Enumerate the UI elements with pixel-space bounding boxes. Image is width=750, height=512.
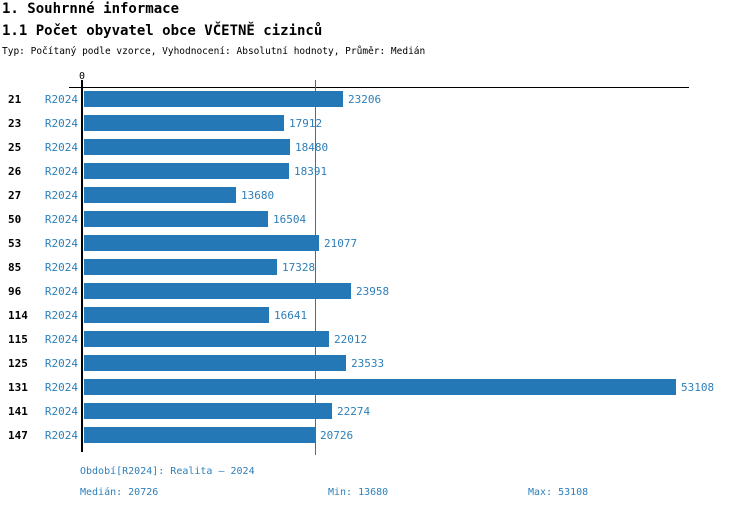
bar	[84, 211, 268, 227]
row-series-label: R2024	[44, 212, 78, 226]
x-axis-zero-tick-label: 0	[78, 71, 86, 82]
bar	[84, 235, 319, 251]
y-axis-line	[81, 80, 83, 452]
bar-row: 141 R2024 22274	[0, 399, 750, 423]
row-category-label: 85	[8, 260, 22, 274]
bar	[84, 115, 284, 131]
bar-row: 21 R2024 23206	[0, 87, 750, 111]
footer-max-label: Max: 53108	[528, 487, 589, 498]
bar-value-label: 18391	[294, 164, 328, 178]
bar-row: 50 R2024 16504	[0, 207, 750, 231]
bar-value-label: 16504	[273, 212, 307, 226]
chart-title: 1.1 Počet obyvatel obce VČETNĚ cizinců	[2, 23, 323, 39]
bar	[84, 163, 289, 179]
bar-row: 125 R2024 23533	[0, 351, 750, 375]
bar	[84, 403, 332, 419]
bar	[84, 91, 343, 107]
page-title: 1. Souhrnné informace	[2, 1, 180, 17]
bar-value-label: 53108	[681, 380, 715, 394]
row-series-label: R2024	[44, 332, 78, 346]
bar	[84, 427, 315, 443]
bar-value-label: 13680	[241, 188, 275, 202]
bar-value-label: 21077	[324, 236, 358, 250]
bar-row: 96 R2024 23958	[0, 279, 750, 303]
row-series-label: R2024	[44, 116, 78, 130]
row-category-label: 50	[8, 212, 22, 226]
row-series-label: R2024	[44, 380, 78, 394]
row-category-label: 96	[8, 284, 22, 298]
row-category-label: 27	[8, 188, 22, 202]
bar-row: 115 R2024 22012	[0, 327, 750, 351]
bar-row: 23 R2024 17912	[0, 111, 750, 135]
row-series-label: R2024	[44, 188, 78, 202]
bar-value-label: 18480	[295, 140, 329, 154]
row-category-label: 115	[8, 332, 28, 346]
bar	[84, 307, 269, 323]
x-axis-line	[69, 87, 689, 88]
bar	[84, 283, 351, 299]
bar	[84, 379, 676, 395]
chart-meta-line: Typ: Počítaný podle vzorce, Vyhodnocení:…	[2, 46, 426, 57]
row-category-label: 26	[8, 164, 22, 178]
bar-value-label: 23533	[351, 356, 385, 370]
bar-row: 85 R2024 17328	[0, 255, 750, 279]
row-category-label: 114	[8, 308, 28, 322]
row-series-label: R2024	[44, 260, 78, 274]
footer-median-label: Medián: 20726	[80, 487, 159, 498]
row-series-label: R2024	[44, 428, 78, 442]
bar	[84, 331, 329, 347]
footer-min-label: Min: 13680	[328, 487, 389, 498]
bar-value-label: 23958	[356, 284, 390, 298]
row-series-label: R2024	[44, 140, 78, 154]
bar-row: 26 R2024 18391	[0, 159, 750, 183]
median-line	[315, 80, 316, 455]
bar-value-label: 20726	[320, 428, 354, 442]
row-category-label: 53	[8, 236, 22, 250]
bar	[84, 139, 290, 155]
row-category-label: 21	[8, 92, 22, 106]
row-series-label: R2024	[44, 404, 78, 418]
row-series-label: R2024	[44, 356, 78, 370]
bar-row: 25 R2024 18480	[0, 135, 750, 159]
bar-row: 131 R2024 53108	[0, 375, 750, 399]
bar-value-label: 17912	[289, 116, 323, 130]
row-category-label: 141	[8, 404, 28, 418]
bar	[84, 355, 346, 371]
bar-value-label: 16641	[274, 308, 308, 322]
bar	[84, 187, 236, 203]
row-category-label: 25	[8, 140, 22, 154]
row-series-label: R2024	[44, 92, 78, 106]
bar-value-label: 23206	[348, 92, 382, 106]
bar-row: 27 R2024 13680	[0, 183, 750, 207]
footer-period-label: Období[R2024]: Realita – 2024	[80, 466, 255, 477]
chart-rows: 21 R2024 23206 23 R2024 17912 25 R2024 18480 26 R2…	[0, 87, 750, 447]
bar	[84, 259, 277, 275]
row-category-label: 131	[8, 380, 28, 394]
row-series-label: R2024	[44, 284, 78, 298]
row-series-label: R2024	[44, 236, 78, 250]
bar-value-label: 22012	[334, 332, 368, 346]
row-series-label: R2024	[44, 308, 78, 322]
bar-value-label: 22274	[337, 404, 371, 418]
row-category-label: 147	[8, 428, 28, 442]
bar-value-label: 17328	[282, 260, 316, 274]
row-category-label: 125	[8, 356, 28, 370]
row-series-label: R2024	[44, 164, 78, 178]
row-category-label: 23	[8, 116, 22, 130]
bar-row: 53 R2024 21077	[0, 231, 750, 255]
bar-row: 147 R2024 20726	[0, 423, 750, 447]
bar-row: 114 R2024 16641	[0, 303, 750, 327]
